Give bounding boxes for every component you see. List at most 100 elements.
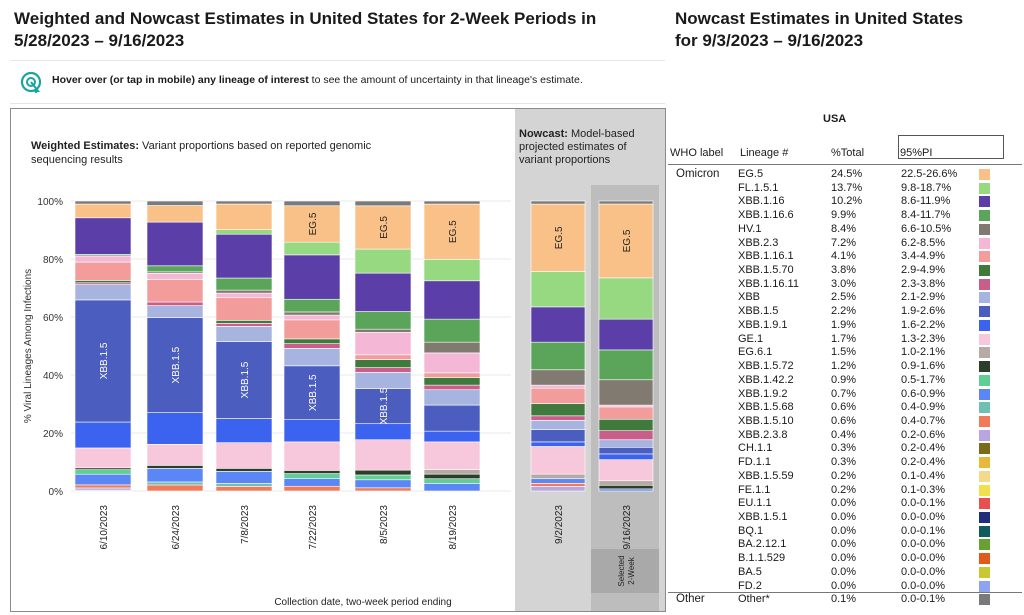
bar-segment-hv-1 <box>423 341 481 354</box>
row-pi: 0.0-0.0% <box>901 552 946 565</box>
bar-segment-xbb-1-42-2 <box>354 474 412 481</box>
row-lineage: BA.2.12.1 <box>738 538 787 551</box>
bar-segment-ge-1 <box>530 446 586 475</box>
weighted-x-tick-label: 6/10/2023 <box>99 505 110 550</box>
nowcast-heading-line3: variant proportions <box>519 154 611 166</box>
row-total: 0.4% <box>831 428 857 441</box>
legend-swatch[interactable] <box>979 457 990 469</box>
row-lineage: XBB.1.9.2 <box>738 387 788 400</box>
bar-segment-eg-5 <box>354 205 412 250</box>
legend-swatch[interactable] <box>979 210 990 222</box>
row-pi: 0.2-0.6% <box>901 428 946 441</box>
row-total: 0.0% <box>831 497 857 510</box>
row-lineage: XBB.1.5.68 <box>738 401 794 414</box>
bar-segment-xbb-1-9-1 <box>283 419 341 443</box>
bar-label-eg-5: EG.5 <box>308 212 319 235</box>
bar-segment-xbb <box>354 372 412 389</box>
row-lineage: FD.2 <box>738 579 762 592</box>
legend-swatch[interactable] <box>979 333 990 345</box>
bar-segment-xbb-1-16-11 <box>283 343 341 349</box>
row-pi: 3.4-4.9% <box>901 250 946 263</box>
legend-swatch[interactable] <box>979 429 990 441</box>
bar-segment-xbb-1-5-68 <box>146 481 204 486</box>
bar-segment-other <box>423 200 481 205</box>
legend-swatch[interactable] <box>979 553 990 565</box>
legend-swatch[interactable] <box>979 347 990 359</box>
bar-segment-xbb-1-9-2 <box>283 478 341 487</box>
bar-label-eg-5: EG.5 <box>448 220 459 243</box>
legend-swatch[interactable] <box>979 470 990 482</box>
bar-label-xbb-1-5: XBB.1.5 <box>308 374 319 411</box>
legend-swatch[interactable] <box>979 182 990 194</box>
bar-segment-xbb-1-16-6 <box>283 298 341 313</box>
bar-segment-xbb-1-16-11 <box>598 430 654 441</box>
legend-swatch[interactable] <box>979 539 990 551</box>
row-pi: 22.5-26.6% <box>901 168 958 180</box>
bar-segment-fl-1-5-1 <box>530 271 586 308</box>
legend-swatch[interactable] <box>979 319 990 331</box>
bar-segment-ge-1 <box>354 439 412 471</box>
legend-swatch[interactable] <box>979 580 990 592</box>
y-tick-label: 20% <box>43 429 63 440</box>
bar-segment-other <box>598 200 654 205</box>
row-total: 0.9% <box>831 373 857 386</box>
legend-swatch[interactable] <box>979 525 990 537</box>
legend-swatch[interactable] <box>979 594 990 606</box>
legend-swatch[interactable] <box>979 278 990 290</box>
bar-segment-xbb-1-5 <box>146 317 204 413</box>
row-total: 4.1% <box>831 250 857 263</box>
bar-segment-xbb-1-5-70 <box>354 359 412 368</box>
bar-segment-xbb <box>215 326 273 342</box>
nowcast-heading: Nowcast: Model-based <box>519 128 635 140</box>
legend-swatch[interactable] <box>979 196 990 208</box>
bar-segment-xbb-1-9-2 <box>215 471 273 484</box>
legend-swatch[interactable] <box>979 251 990 263</box>
legend-swatch[interactable] <box>979 443 990 455</box>
bar-label-xbb-1-5: XBB.1.5 <box>171 346 182 383</box>
selected-label-box <box>591 549 659 593</box>
row-total: 8.4% <box>831 222 857 235</box>
bar-segment-xbb-1-16-1 <box>354 354 412 360</box>
legend-swatch[interactable] <box>979 498 990 510</box>
legend-swatch[interactable] <box>979 223 990 235</box>
row-pi: 0.0-0.1% <box>901 593 946 606</box>
header-divider <box>668 164 1022 165</box>
legend-swatch[interactable] <box>979 388 990 400</box>
legend-swatch[interactable] <box>979 415 990 427</box>
legend-swatch[interactable] <box>979 292 990 304</box>
legend-swatch[interactable] <box>979 169 990 180</box>
row-lineage: XBB <box>738 291 761 304</box>
row-lineage: XBB.2.3 <box>738 236 779 249</box>
bar-segment-xbb-1-16-11 <box>530 415 586 421</box>
bar-segment-hv-1 <box>598 379 654 406</box>
legend-swatch[interactable] <box>979 361 990 373</box>
legend-swatch[interactable] <box>979 512 990 523</box>
bar-segment-ge-1 <box>215 442 273 469</box>
row-lineage: XBB.1.9.1 <box>738 318 788 331</box>
bar-segment-xbb-1-9-1 <box>598 453 654 460</box>
bar-segment-xbb <box>74 284 132 301</box>
bar-segment-xbb-1-5-10 <box>74 484 132 489</box>
bar-segment-xbb-1-5-10 <box>283 485 341 492</box>
bar-segment-xbb-1-16 <box>423 280 481 320</box>
row-pi: 0.9-1.6% <box>901 360 946 373</box>
legend-swatch[interactable] <box>979 265 990 277</box>
row-pi: 0.0-0.1% <box>901 524 946 537</box>
row-pi: 1.9-2.6% <box>901 305 946 318</box>
bar-segment-xbb <box>530 420 586 430</box>
legend-swatch[interactable] <box>979 402 990 414</box>
bar-segment-xbb <box>146 305 204 318</box>
row-lineage: XBB.1.5.1 <box>738 511 788 523</box>
legend-swatch[interactable] <box>979 306 990 318</box>
legend-swatch[interactable] <box>979 566 990 578</box>
legend-swatch[interactable] <box>979 237 990 249</box>
bar-segment-xbb <box>598 439 654 448</box>
row-total: 13.7% <box>831 181 863 194</box>
bar-segment-xbb-1-5 <box>423 404 481 432</box>
legend-swatch[interactable] <box>979 374 990 386</box>
row-total: 0.0% <box>831 511 857 523</box>
bar-segment-xbb-1-5-72 <box>283 470 341 474</box>
hover-hint-bold: Hover over (or tap in mobile) any lineag… <box>52 74 309 86</box>
legend-swatch[interactable] <box>979 484 990 496</box>
row-lineage: FE.1.1 <box>738 483 771 496</box>
